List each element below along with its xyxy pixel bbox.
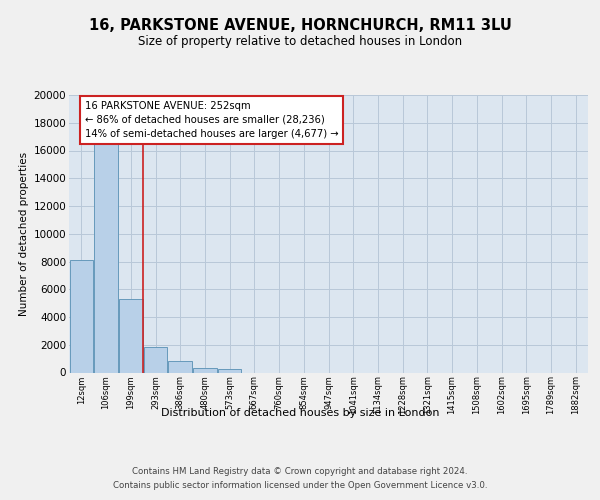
- Text: Contains HM Land Registry data © Crown copyright and database right 2024.: Contains HM Land Registry data © Crown c…: [132, 468, 468, 476]
- Text: Distribution of detached houses by size in London: Distribution of detached houses by size …: [161, 408, 439, 418]
- Bar: [169, 362, 192, 372]
- Text: Contains public sector information licensed under the Open Government Licence v3: Contains public sector information licen…: [113, 481, 487, 490]
- Bar: [119, 299, 143, 372]
- Text: 16 PARKSTONE AVENUE: 252sqm
← 86% of detached houses are smaller (28,236)
14% of: 16 PARKSTONE AVENUE: 252sqm ← 86% of det…: [85, 100, 338, 140]
- Text: Size of property relative to detached houses in London: Size of property relative to detached ho…: [138, 35, 462, 48]
- Bar: [193, 368, 217, 372]
- Bar: [218, 369, 241, 372]
- Bar: [94, 142, 118, 372]
- Bar: [144, 347, 167, 372]
- Text: 16, PARKSTONE AVENUE, HORNCHURCH, RM11 3LU: 16, PARKSTONE AVENUE, HORNCHURCH, RM11 3…: [89, 18, 511, 32]
- Bar: [70, 260, 93, 372]
- Y-axis label: Number of detached properties: Number of detached properties: [19, 152, 29, 316]
